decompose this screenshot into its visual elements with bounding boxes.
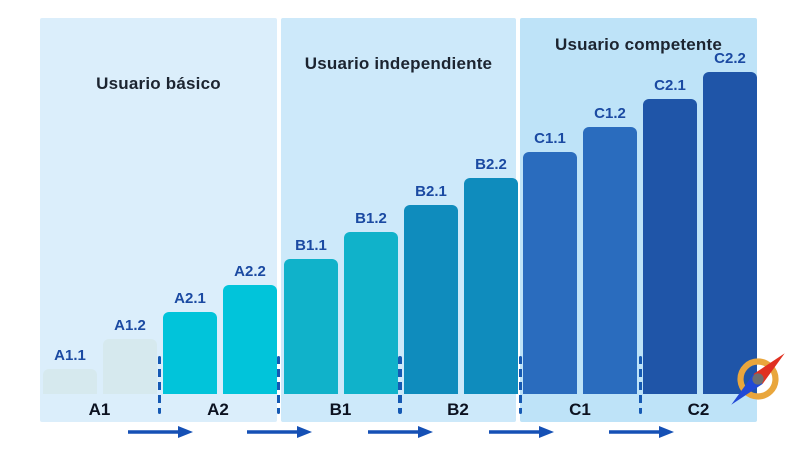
bar-label-A1.2: A1.2 [114,317,146,334]
progress-arrow-icon [488,426,554,438]
level-label-A1: A1 [88,400,111,419]
level-divider-dashed-line [276,356,281,414]
progress-arrow-icon [608,426,674,438]
bar-label-C1.1: C1.1 [534,130,566,147]
group-title-basico: Usuario básico [96,74,221,93]
progress-arrow-icon [368,426,433,438]
bar-C2.1 [643,99,697,394]
compass-logo-icon [731,353,785,405]
level-divider-dashed-line [638,356,643,414]
group-title-competente: Usuario competente [554,35,723,54]
bar-B2.1 [404,205,458,394]
bar-label-A2.2: A2.2 [234,263,266,280]
level-label-C2: C2 [687,400,710,419]
bar-C2.2 [703,72,757,394]
bar-label-B2.1: B2.1 [415,183,447,200]
progress-arrow-icon [127,426,193,438]
bar-B1.1 [284,259,338,394]
bar-A1.2 [103,339,157,394]
bar-label-A2.1: A2.1 [174,290,206,307]
bar-A1.1 [43,369,97,394]
panel-usuario-basico: Usuario básico [40,18,277,422]
bar-label-A1.1: A1.1 [54,347,86,364]
bar-label-B1.1: B1.1 [295,237,327,254]
bar-label-B1.2: B1.2 [355,210,387,227]
group-title-independiente: Usuario independiente [304,54,493,73]
level-divider-dashed-line [157,356,162,414]
level-label-B1: B1 [329,400,352,419]
level-label-A2: A2 [207,400,229,419]
bar-C1.1 [523,152,577,394]
bar-C1.2 [583,127,637,394]
bar-B2.2 [464,178,518,394]
bar-label-C1.2: C1.2 [594,105,626,122]
level-label-B2: B2 [447,400,469,419]
bar-A2.2 [223,285,277,394]
bar-label-C2.2: C2.2 [714,50,746,67]
progress-arrow-icon [246,426,312,438]
bar-label-B2.2: B2.2 [475,156,507,173]
bar-A2.1 [163,312,217,394]
level-label-C1: C1 [569,400,591,419]
level-divider-dashed-line [398,356,402,414]
bar-B1.2 [344,232,398,394]
bar-label-C2.1: C2.1 [654,77,686,94]
level-divider-dashed-line [518,356,523,414]
